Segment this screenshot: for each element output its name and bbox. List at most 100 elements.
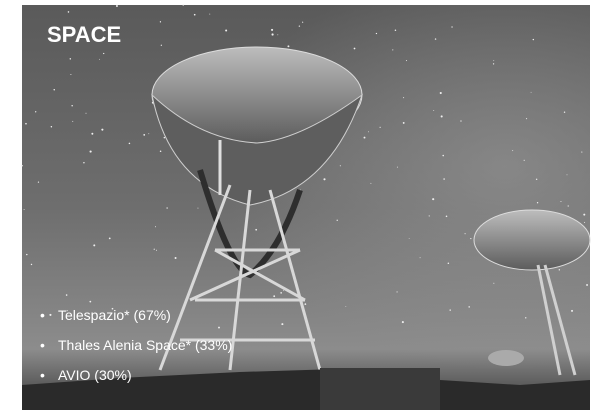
star — [69, 58, 72, 60]
star — [405, 60, 408, 62]
star — [434, 38, 437, 40]
star — [148, 133, 150, 135]
star — [401, 321, 404, 324]
slide-title: SPACE — [47, 22, 121, 47]
star — [523, 159, 525, 161]
star — [108, 237, 111, 240]
star — [35, 111, 37, 113]
star — [271, 33, 274, 36]
star — [25, 122, 27, 125]
star — [336, 219, 338, 221]
star — [218, 326, 220, 329]
star — [304, 303, 307, 305]
star — [368, 131, 370, 133]
star — [345, 306, 347, 307]
star — [66, 310, 68, 312]
star — [581, 151, 583, 153]
star — [525, 118, 528, 120]
star — [532, 38, 535, 41]
star — [563, 111, 566, 113]
star — [428, 215, 430, 217]
star — [339, 165, 341, 167]
star — [197, 207, 199, 209]
star — [71, 105, 73, 107]
star — [143, 133, 146, 136]
star — [209, 13, 211, 15]
star — [530, 91, 532, 93]
star — [128, 142, 131, 145]
bullet-list: • Telespazio* (67%) • Thales Alenia Spac… — [40, 307, 232, 383]
star — [155, 249, 157, 251]
bullet-dot: • — [40, 307, 45, 323]
star — [153, 248, 155, 250]
photo — [21, 4, 591, 410]
star — [439, 91, 442, 95]
bullet-dot: • — [40, 367, 45, 383]
star — [571, 309, 574, 312]
star — [273, 295, 276, 298]
star — [182, 4, 184, 6]
star — [536, 202, 539, 204]
star — [23, 208, 25, 210]
star — [370, 182, 372, 184]
star — [558, 269, 561, 271]
star — [280, 292, 282, 294]
star — [70, 73, 72, 75]
star — [443, 178, 445, 180]
star — [363, 136, 366, 139]
star — [492, 63, 495, 65]
star — [160, 44, 162, 46]
star — [493, 282, 495, 284]
star — [396, 166, 398, 168]
star — [115, 4, 118, 7]
star — [493, 60, 495, 62]
star — [567, 205, 569, 207]
star — [159, 21, 162, 23]
star — [89, 150, 92, 153]
star — [287, 45, 290, 48]
star — [65, 294, 68, 296]
star — [470, 237, 472, 240]
star — [193, 13, 196, 16]
star — [225, 29, 228, 32]
star — [586, 284, 588, 286]
star — [396, 291, 398, 293]
star — [353, 47, 356, 50]
star — [449, 309, 451, 311]
star — [584, 221, 586, 223]
star — [566, 174, 568, 176]
star — [91, 132, 94, 135]
star — [89, 300, 92, 303]
star — [270, 28, 274, 31]
star — [432, 198, 435, 201]
star — [83, 162, 85, 164]
bullet-dot: • — [40, 337, 45, 353]
star — [93, 244, 96, 247]
star — [468, 306, 470, 308]
star — [49, 313, 52, 316]
star — [26, 253, 28, 256]
bullet-text: Thales Alenia Space* (33%) — [58, 337, 232, 353]
star — [583, 213, 586, 216]
star — [525, 317, 527, 319]
star — [67, 11, 70, 13]
star — [379, 126, 381, 128]
star — [166, 207, 168, 209]
star — [442, 154, 444, 157]
star — [30, 263, 33, 266]
star — [283, 290, 285, 292]
star — [281, 323, 284, 326]
star — [255, 228, 258, 231]
star — [445, 215, 448, 218]
star — [99, 58, 101, 60]
star — [159, 150, 162, 153]
star — [298, 25, 301, 27]
star — [277, 34, 279, 36]
star — [155, 226, 157, 228]
star — [68, 27, 70, 29]
star — [512, 150, 514, 152]
star — [323, 178, 326, 181]
star — [174, 256, 177, 259]
star — [535, 178, 538, 180]
